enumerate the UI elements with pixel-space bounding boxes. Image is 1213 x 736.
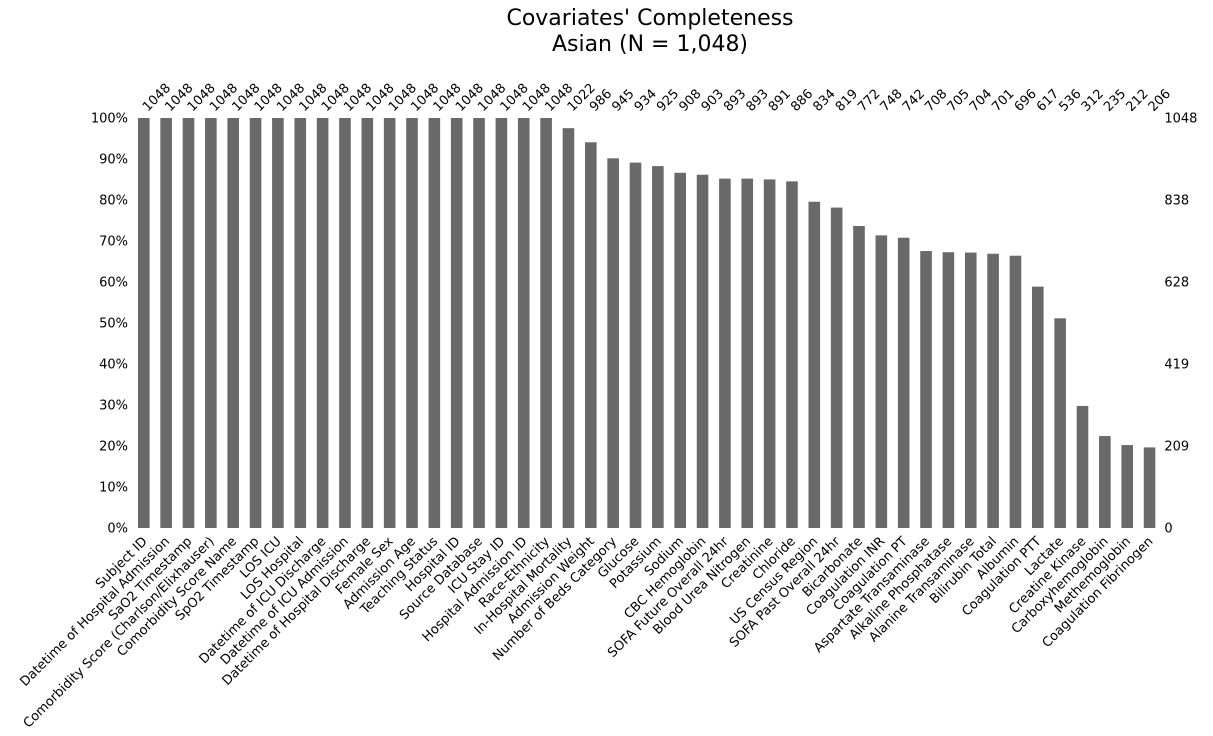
left-tick-label: 10% xyxy=(99,481,128,496)
bar xyxy=(1076,405,1089,528)
count-label: 701 xyxy=(989,87,1017,115)
bar xyxy=(272,118,284,528)
count-label: 212 xyxy=(1123,87,1151,115)
bar xyxy=(920,251,932,528)
bar xyxy=(830,207,843,528)
count-label: 536 xyxy=(1056,87,1084,115)
bar xyxy=(1032,286,1044,528)
count-label: 945 xyxy=(609,87,637,115)
bar xyxy=(361,118,374,528)
count-label: 903 xyxy=(699,87,727,115)
bar xyxy=(316,118,329,528)
bar xyxy=(160,118,172,528)
left-axis: 0% 10% 20% 30% 40% 50% 60% 70% 80% 90% 100% xyxy=(91,112,128,537)
bar xyxy=(205,118,217,528)
left-tick-label: 40% xyxy=(99,358,128,373)
count-label: 617 xyxy=(1034,87,1062,115)
count-label: 934 xyxy=(632,87,660,115)
count-label: 708 xyxy=(922,87,950,115)
bar xyxy=(741,178,754,528)
right-tick-label: 0 xyxy=(1164,522,1172,537)
count-label: 705 xyxy=(945,87,973,115)
count-label: 834 xyxy=(811,87,839,115)
bar xyxy=(964,252,977,528)
bar xyxy=(942,252,955,528)
left-tick-label: 20% xyxy=(99,440,128,455)
count-label: 908 xyxy=(676,87,704,115)
bar xyxy=(696,174,709,529)
bar xyxy=(629,162,642,528)
bar xyxy=(897,237,910,528)
count-labels: 1048104810481048104810481048104810481048… xyxy=(140,81,1174,115)
bar xyxy=(406,118,418,528)
bar xyxy=(853,225,865,529)
count-label: 893 xyxy=(743,87,771,115)
bar xyxy=(227,118,239,528)
bar xyxy=(1054,318,1066,528)
bar xyxy=(875,235,888,528)
bar xyxy=(562,128,575,529)
bar xyxy=(674,172,686,528)
bar xyxy=(1143,447,1156,528)
left-tick-label: 30% xyxy=(99,399,128,414)
bar xyxy=(1099,436,1111,528)
count-label: 886 xyxy=(788,87,816,115)
bar xyxy=(495,118,508,528)
left-tick-label: 0% xyxy=(107,522,128,537)
bar xyxy=(182,118,195,528)
bar xyxy=(294,118,307,528)
count-label: 891 xyxy=(766,87,794,115)
count-label: 772 xyxy=(855,87,883,115)
left-tick-label: 70% xyxy=(99,235,128,250)
count-label: 748 xyxy=(878,87,906,115)
bars-layer xyxy=(138,118,1156,529)
bar xyxy=(473,118,485,528)
left-tick-label: 80% xyxy=(99,194,128,209)
right-tick-label: 1048 xyxy=(1164,112,1197,127)
count-label: 925 xyxy=(654,87,682,115)
left-tick-label: 60% xyxy=(99,276,128,291)
bar xyxy=(339,118,351,528)
count-label: 704 xyxy=(967,87,995,115)
right-tick-label: 209 xyxy=(1164,440,1189,455)
bar xyxy=(517,118,530,528)
count-label: 819 xyxy=(833,87,861,115)
bar xyxy=(786,181,798,528)
right-axis: 0 209 419 628 838 1048 xyxy=(1164,112,1197,537)
left-tick-label: 100% xyxy=(91,112,128,127)
bar xyxy=(652,166,664,528)
bar xyxy=(450,118,463,528)
bar xyxy=(428,118,441,528)
bar xyxy=(607,158,619,529)
bar xyxy=(383,118,396,528)
bar xyxy=(808,201,821,528)
bar xyxy=(1009,255,1022,528)
count-label: 312 xyxy=(1079,87,1107,115)
left-tick-label: 90% xyxy=(99,153,128,168)
left-tick-label: 50% xyxy=(99,317,128,332)
bar xyxy=(249,118,262,528)
bar xyxy=(763,179,776,529)
bar xyxy=(585,142,597,528)
bar xyxy=(540,118,552,528)
chart-title: Covariates' Completeness xyxy=(506,6,794,31)
bar xyxy=(987,253,999,528)
count-label: 696 xyxy=(1012,87,1040,115)
chart-subtitle: Asian (N = 1,048) xyxy=(551,32,749,57)
right-tick-label: 628 xyxy=(1164,276,1189,291)
bar xyxy=(138,118,150,528)
count-label: 235 xyxy=(1101,87,1129,115)
bar xyxy=(1121,445,1133,528)
right-tick-label: 419 xyxy=(1164,358,1189,373)
count-label: 742 xyxy=(900,87,928,115)
right-tick-label: 838 xyxy=(1164,194,1189,209)
bar xyxy=(719,178,731,528)
count-label: 893 xyxy=(721,87,749,115)
